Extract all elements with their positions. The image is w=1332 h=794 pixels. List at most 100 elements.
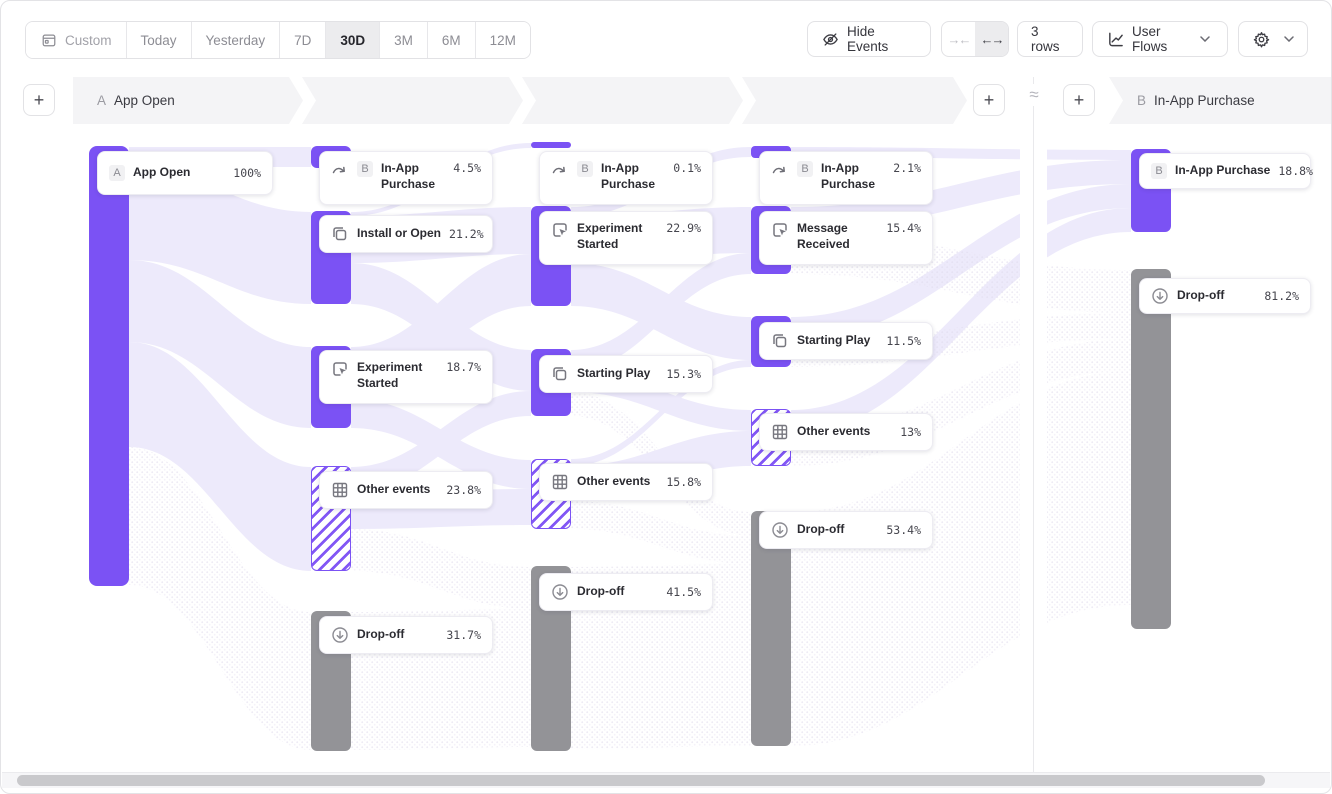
node-label: Other events bbox=[577, 474, 651, 489]
node-percentage: 18.8% bbox=[1278, 164, 1313, 178]
rows-button[interactable]: 3 rows bbox=[1017, 21, 1083, 57]
dropoff-icon bbox=[1151, 287, 1169, 305]
node-percentage: 21.2% bbox=[449, 227, 484, 241]
settings-dropdown[interactable] bbox=[1238, 21, 1308, 57]
anchor-letter: A bbox=[97, 93, 107, 108]
collapse-expand-toggle: →← ←→ bbox=[941, 21, 1009, 57]
node-percentage: 0.1% bbox=[673, 161, 701, 175]
anchor-badge: B bbox=[1151, 163, 1167, 179]
time-range-3m[interactable]: 3M bbox=[379, 22, 427, 58]
flow-bar-gray[interactable] bbox=[751, 511, 791, 746]
time-range-label: 6M bbox=[441, 32, 461, 48]
chevron-separator bbox=[729, 77, 756, 124]
node-label: Starting Play bbox=[797, 333, 871, 348]
anchor-badge: B bbox=[357, 161, 373, 177]
anchor-divider bbox=[1033, 77, 1034, 773]
node-label: App Open bbox=[133, 165, 191, 180]
calendar-icon bbox=[40, 31, 58, 49]
flow-ribbon bbox=[571, 263, 751, 360]
add-step-end-button[interactable]: + bbox=[1063, 84, 1095, 116]
copy-icon bbox=[551, 365, 569, 383]
node-label: Other events bbox=[357, 482, 431, 497]
anchor-label: App Open bbox=[114, 93, 175, 108]
copy-icon bbox=[771, 332, 789, 350]
node-percentage: 4.5% bbox=[453, 161, 481, 175]
time-range-label: 30D bbox=[340, 32, 366, 48]
flow-node-app-open[interactable]: A App Open 100% bbox=[97, 151, 273, 195]
flow-ribbon bbox=[571, 501, 751, 564]
flow-node-experiment-started[interactable]: Experiment Started 18.7% bbox=[319, 350, 493, 404]
flow-bar-solid[interactable] bbox=[531, 142, 571, 148]
node-label: Other events bbox=[797, 424, 871, 439]
time-range-label: Today bbox=[140, 32, 177, 48]
node-label: In-App Purchase bbox=[601, 161, 656, 191]
add-step-middle-button[interactable]: + bbox=[973, 84, 1005, 116]
flow-node-starting-play[interactable]: Starting Play 11.5% bbox=[759, 322, 933, 360]
add-step-start-button[interactable]: + bbox=[23, 84, 55, 116]
flow-ribbon bbox=[351, 529, 531, 609]
node-label: Install or Open bbox=[357, 226, 442, 241]
arrows-collapse-icon[interactable]: →← bbox=[947, 31, 972, 47]
flow-ribbon bbox=[571, 253, 751, 371]
horizontal-scrollbar[interactable] bbox=[2, 772, 1330, 788]
flow-node-drop-off[interactable]: Drop-off 31.7% bbox=[319, 616, 493, 654]
node-label: Drop-off bbox=[357, 627, 405, 642]
pointer-square-icon bbox=[551, 221, 569, 239]
node-label: In-App Purchase bbox=[1175, 163, 1271, 178]
jump-arrow-icon bbox=[551, 161, 569, 179]
flow-node-drop-off[interactable]: Drop-off 53.4% bbox=[759, 511, 933, 549]
time-range-label: 12M bbox=[489, 32, 516, 48]
flow-node-message-received[interactable]: Message Received 15.4% bbox=[759, 211, 933, 265]
arrows-expand-icon[interactable]: ←→ bbox=[975, 22, 1008, 56]
flow-node-install-or-open[interactable]: Install or Open 21.2% bbox=[319, 215, 493, 253]
node-label: Drop-off bbox=[577, 584, 625, 599]
chart-type-label: User Flows bbox=[1132, 24, 1168, 54]
time-range-7d[interactable]: 7D bbox=[279, 22, 326, 58]
node-label: Starting Play bbox=[577, 366, 651, 381]
flow-node-in-app-purchase[interactable]: B In-App Purchase 18.8% bbox=[1139, 153, 1313, 189]
flow-bar-gray[interactable] bbox=[1131, 269, 1171, 629]
time-range-today[interactable]: Today bbox=[125, 22, 191, 58]
flow-node-starting-play[interactable]: Starting Play 15.3% bbox=[539, 355, 713, 393]
node-percentage: 15.4% bbox=[886, 221, 921, 235]
start-anchor-banner[interactable]: A App Open bbox=[73, 77, 967, 124]
flow-node-experiment-started[interactable]: Experiment Started 22.9% bbox=[539, 211, 713, 265]
node-label: In-App Purchase bbox=[821, 161, 876, 191]
flow-ribbon bbox=[129, 342, 311, 571]
toolbar: Custom Today Yesterday 7D 30D 3M 6M 12M Hide Ev… bbox=[1, 1, 1331, 69]
time-range-label: Custom bbox=[65, 32, 112, 48]
flow-node-in-app-purchase[interactable]: B In-App Purchase 4.5% bbox=[319, 151, 493, 205]
flow-node-other-events[interactable]: Other events 23.8% bbox=[319, 471, 493, 509]
flow-ribbon bbox=[129, 260, 311, 428]
flow-node-other-events[interactable]: Other events 13% bbox=[759, 413, 933, 451]
anchor-label: In-App Purchase bbox=[1154, 93, 1255, 108]
flow-node-drop-off[interactable]: Drop-off 81.2% bbox=[1139, 278, 1311, 314]
chevron-down-icon bbox=[1280, 30, 1298, 48]
rows-label: 3 rows bbox=[1031, 24, 1060, 54]
node-percentage: 11.5% bbox=[886, 334, 921, 348]
flow-node-drop-off[interactable]: Drop-off 41.5% bbox=[539, 573, 713, 611]
chart-type-dropdown[interactable]: User Flows bbox=[1092, 21, 1228, 57]
time-range-12m[interactable]: 12M bbox=[474, 22, 530, 58]
node-label: Experiment Started bbox=[577, 221, 643, 251]
dropoff-icon bbox=[331, 626, 349, 644]
grid-icon bbox=[771, 423, 789, 441]
node-percentage: 22.9% bbox=[666, 221, 701, 235]
node-percentage: 81.2% bbox=[1264, 289, 1299, 303]
flows-chart-icon bbox=[1106, 30, 1124, 48]
flow-node-in-app-purchase[interactable]: B In-App Purchase 0.1% bbox=[539, 151, 713, 205]
flow-bar-solid[interactable] bbox=[89, 146, 129, 586]
hide-events-button[interactable]: Hide Events bbox=[807, 21, 931, 57]
node-percentage: 2.1% bbox=[893, 161, 921, 175]
time-range-custom[interactable]: Custom bbox=[26, 22, 126, 58]
time-range-6m[interactable]: 6M bbox=[426, 22, 475, 58]
copy-icon bbox=[331, 225, 349, 243]
flow-node-in-app-purchase[interactable]: B In-App Purchase 2.1% bbox=[759, 151, 933, 205]
flow-node-other-events[interactable]: Other events 15.8% bbox=[539, 463, 713, 501]
time-range-30d[interactable]: 30D bbox=[325, 22, 380, 58]
end-anchor-banner[interactable]: B In-App Purchase bbox=[1109, 77, 1331, 124]
scrollbar-thumb[interactable] bbox=[17, 775, 1265, 786]
chevron-separator bbox=[509, 77, 536, 124]
time-range-yesterday[interactable]: Yesterday bbox=[190, 22, 280, 58]
node-percentage: 15.8% bbox=[666, 475, 701, 489]
